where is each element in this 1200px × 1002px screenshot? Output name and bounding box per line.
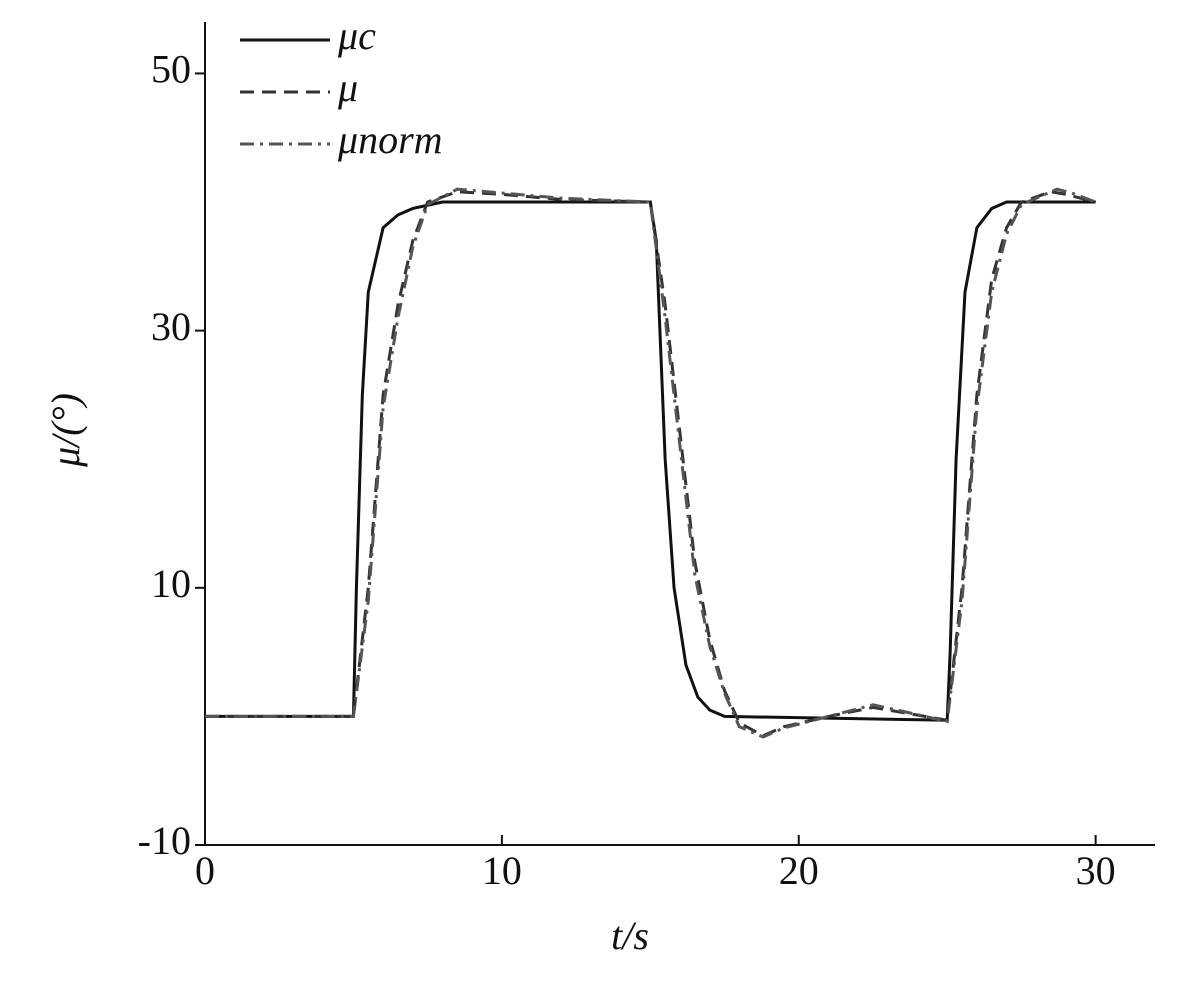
x-tick-label: 30 [1076,848,1116,893]
legend-label: μnorm [337,117,443,162]
y-tick-label: 10 [151,561,191,606]
series-line [205,187,1097,739]
x-axis-label: t/s [611,913,649,958]
legend-label: μ [337,65,358,110]
x-tick-label: 10 [482,848,522,893]
legend-label: μc [337,13,376,58]
x-tick-label: 20 [779,848,819,893]
series-line [205,200,1096,722]
series-line [205,190,1097,738]
x-tick-label: 0 [195,848,215,893]
y-axis-label: μ/(°) [43,393,88,468]
y-tick-label: 30 [151,304,191,349]
y-tick-label: -10 [138,818,191,863]
y-tick-label: 50 [151,47,191,92]
